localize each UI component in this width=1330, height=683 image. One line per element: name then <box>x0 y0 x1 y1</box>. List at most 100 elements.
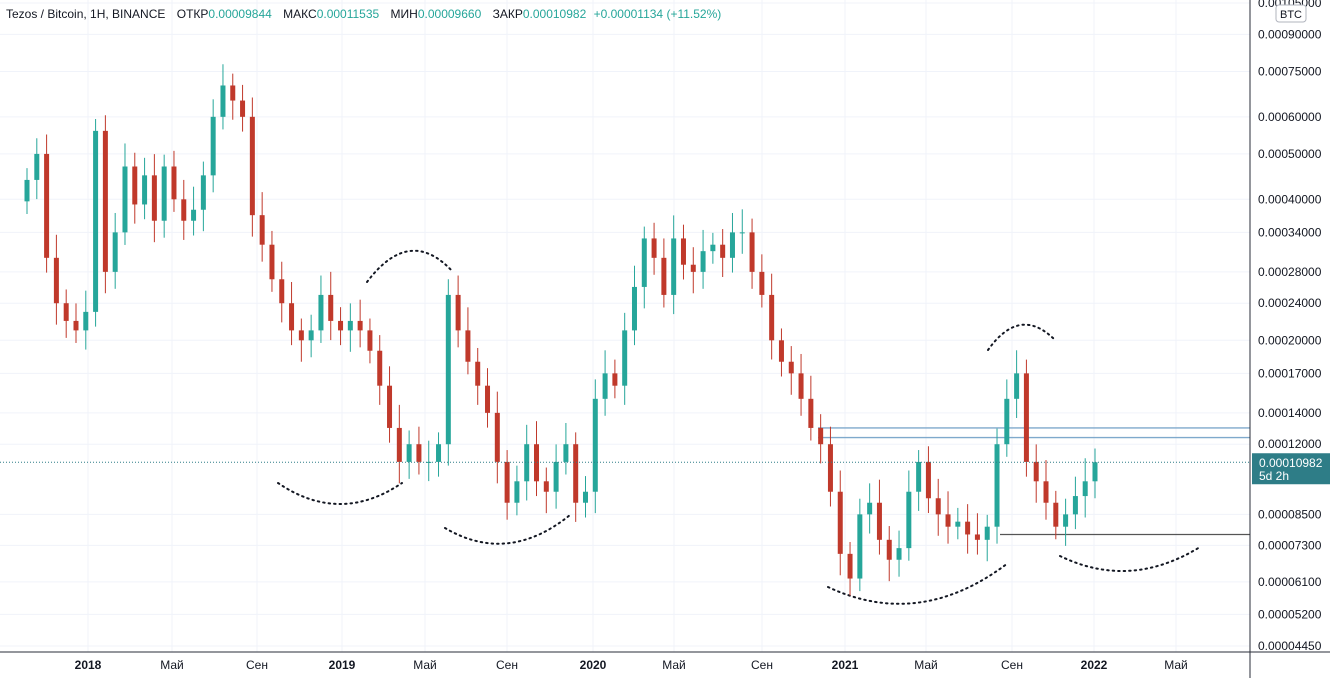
open-value: 0.00009844 <box>208 7 272 21</box>
candle-body <box>220 85 226 117</box>
candle-body <box>847 553 853 579</box>
candle-body <box>1033 461 1039 482</box>
candles <box>24 64 1098 596</box>
open-label: ОТКР <box>176 7 209 21</box>
currency-badge <box>1275 4 1307 23</box>
candle-body <box>700 251 706 272</box>
candle-body <box>1063 514 1069 527</box>
candle-body <box>240 100 246 117</box>
candle-body <box>102 130 108 272</box>
y-tick-label: 0.00028000 <box>1258 265 1322 279</box>
x-tick-label: Сен <box>246 658 268 672</box>
candle-body <box>818 427 824 445</box>
x-tick-label: Май <box>914 658 938 672</box>
y-tick-label: 0.00005200 <box>1258 607 1322 621</box>
pattern-arc <box>277 482 403 505</box>
candle-body <box>563 444 569 462</box>
candle-body <box>769 294 775 341</box>
high-label: МАКС <box>283 7 317 21</box>
candle-body <box>857 514 863 579</box>
x-tick-label: Сен <box>496 658 518 672</box>
candle-body <box>406 444 412 462</box>
candle-body <box>788 361 794 374</box>
candle-body <box>710 244 716 252</box>
candle-body <box>73 320 79 331</box>
candle-body <box>602 373 608 399</box>
low-value: 0.00009660 <box>417 7 482 21</box>
y-tick-label: 0.00014000 <box>1258 406 1322 420</box>
candle-body <box>151 175 157 221</box>
x-tick-label: Май <box>662 658 686 672</box>
grid <box>0 0 1250 652</box>
candle-body <box>318 294 324 331</box>
countdown-value: 5d 2h <box>1259 469 1289 483</box>
candle-body <box>24 179 30 202</box>
candle-body <box>651 238 657 258</box>
candle-body <box>916 461 922 492</box>
candle-body <box>935 498 941 515</box>
candle-body <box>142 175 148 205</box>
candle-body <box>279 279 285 304</box>
candle-body <box>485 385 491 413</box>
candle-body <box>1053 502 1059 527</box>
y-tick-label: 0.00060000 <box>1258 110 1322 124</box>
y-tick-label: 0.00012000 <box>1258 437 1322 451</box>
candle-body <box>720 244 726 258</box>
candle-body <box>906 491 912 549</box>
candle-body <box>63 303 69 321</box>
candle-body <box>680 238 686 265</box>
candle-body <box>798 373 804 399</box>
candle-body <box>93 130 99 312</box>
y-tick-label: 0.00006100 <box>1258 575 1322 589</box>
candle-body <box>827 444 833 492</box>
candle-body <box>377 350 383 386</box>
candle-body <box>230 85 236 101</box>
candle-body <box>1072 496 1078 515</box>
candle-body <box>974 534 980 540</box>
y-tick-label: 0.00020000 <box>1258 333 1322 347</box>
candle-body <box>328 294 334 321</box>
candle-body <box>729 232 735 258</box>
candle-body <box>965 521 971 535</box>
candle-body <box>396 427 402 462</box>
candle-body <box>34 153 40 180</box>
candle-body <box>308 330 314 341</box>
x-tick-label: 2021 <box>832 658 859 672</box>
candle-body <box>837 491 843 554</box>
candle-body <box>661 257 667 295</box>
candle-body <box>612 373 618 386</box>
chart-legend: Tezos / Bitcoin, 1H, BINANCE ОТКР0.00009… <box>6 7 721 21</box>
candle-body <box>357 320 363 331</box>
candle-body <box>876 502 882 540</box>
candle-body <box>573 444 579 503</box>
candle-body <box>161 166 167 221</box>
candle-body <box>896 548 902 560</box>
candle-body <box>1004 398 1010 445</box>
close-value: 0.00010982 <box>522 7 587 21</box>
candle-body <box>475 361 481 386</box>
horizontal-lines <box>818 427 1250 536</box>
candle-body <box>44 153 50 258</box>
candle-body <box>259 215 265 245</box>
x-tick-label: 2020 <box>580 658 607 672</box>
pattern-arc <box>366 249 454 283</box>
x-tick-label: Май <box>160 658 184 672</box>
candle-body <box>749 232 755 272</box>
close-label: ЗАКР <box>492 7 523 21</box>
x-tick-label: 2022 <box>1081 658 1108 672</box>
y-tick-label: 0.00007300 <box>1258 538 1322 552</box>
candle-body <box>289 303 295 331</box>
candle-body <box>367 330 373 351</box>
candle-body <box>1014 373 1020 399</box>
candle-body <box>171 166 177 200</box>
candle-body <box>514 481 520 503</box>
pattern-arc <box>827 562 1009 605</box>
candle-body <box>1043 481 1049 503</box>
candle-body <box>338 320 344 331</box>
candle-body <box>455 294 461 331</box>
candle-body <box>759 271 765 295</box>
x-tick-label: Май <box>413 658 437 672</box>
